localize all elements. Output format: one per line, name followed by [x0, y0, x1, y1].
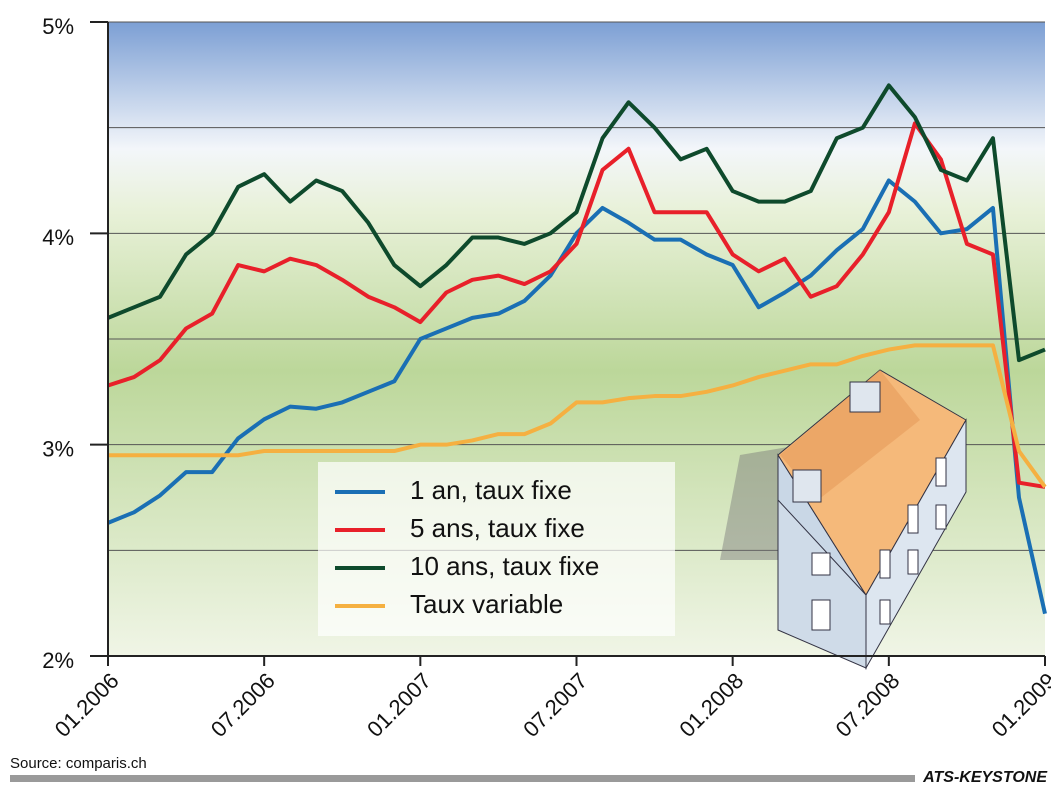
legend-label: 5 ans, taux fixe	[410, 513, 585, 543]
source: Source: comparis.ch	[10, 755, 147, 772]
credit: ATS-KEYSTONE	[922, 769, 1048, 786]
x-tick-label: 01.2008	[674, 668, 748, 742]
x-tick-label: 01.2009	[987, 668, 1051, 742]
y-tick-label: 3%	[42, 436, 74, 461]
y-tick-label: 2%	[42, 648, 74, 673]
legend-label: 10 ans, taux fixe	[410, 551, 599, 581]
legend-label: Taux variable	[410, 589, 563, 619]
legend-label: 1 an, taux fixe	[410, 475, 572, 505]
x-tick-label: 01.2007	[362, 668, 436, 742]
x-tick-label: 01.2006	[50, 668, 124, 742]
x-tick-label: 07.2008	[831, 668, 905, 742]
chart: 1 an, taux fixe 5 ans, taux fixe 10 ans, t…	[0, 0, 1051, 788]
y-tick-label: 5%	[42, 14, 74, 39]
x-tick-label: 07.2007	[518, 668, 592, 742]
x-tick-label: 07.2006	[206, 668, 280, 742]
footer-bar	[10, 775, 915, 782]
y-tick-label: 4%	[42, 225, 74, 250]
